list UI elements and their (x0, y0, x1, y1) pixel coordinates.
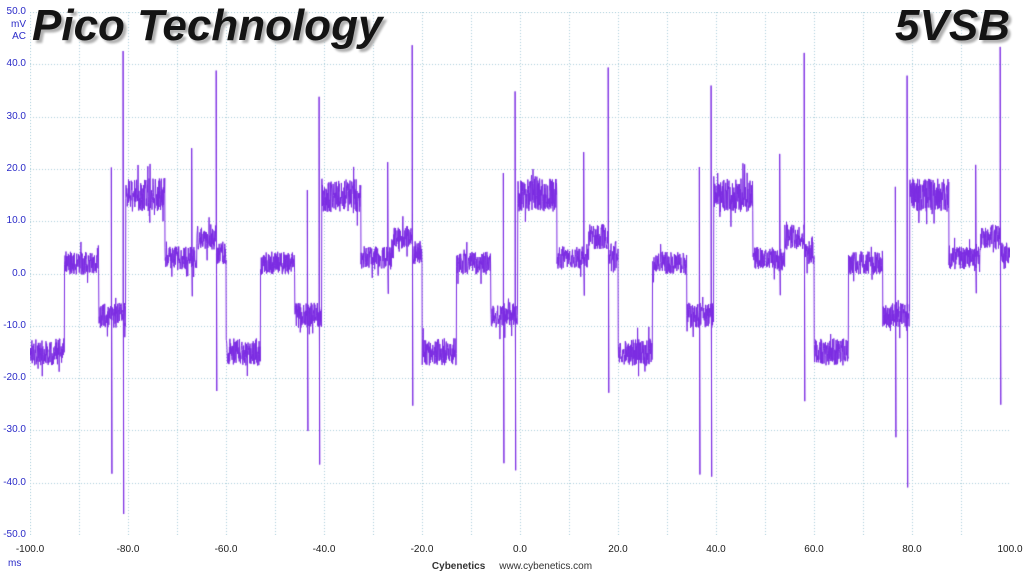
coupling-label: AC (12, 31, 26, 42)
footer-url: www.cybenetics.com (499, 561, 593, 572)
x-tick-label: -60.0 (214, 544, 238, 555)
y-tick-label: 50.0 (6, 6, 26, 17)
x-tick-label: 40.0 (706, 544, 726, 555)
x-tick-label: -20.0 (410, 544, 434, 555)
x-tick-label: 80.0 (902, 544, 922, 555)
vendor-title: Pico Technology (32, 1, 383, 50)
footer: Cybenetics www.cybenetics.com (0, 561, 1024, 572)
y-tick-label: -40.0 (3, 476, 26, 488)
y-tick-label: -50.0 (3, 529, 26, 540)
x-tick-label: 60.0 (804, 544, 824, 555)
y-tick-label: -20.0 (3, 372, 26, 384)
y-tick-label: 30.0 (6, 110, 26, 122)
x-axis-unit: ms (8, 558, 22, 569)
x-tick-label: 100.0 (997, 544, 1023, 555)
x-tick-label: -100.0 (15, 544, 45, 555)
scope-trace-canvas (30, 12, 1010, 535)
x-tick-label: -40.0 (312, 544, 336, 555)
y-tick-label: 20.0 (6, 162, 26, 174)
y-tick-label: 40.0 (6, 58, 26, 70)
x-tick-label: 20.0 (608, 544, 628, 555)
x-tick-label: 0.0 (513, 544, 527, 555)
footer-brand: Cybenetics (431, 561, 486, 572)
y-tick-label: -10.0 (3, 319, 26, 331)
x-tick-label: -80.0 (116, 544, 140, 555)
y-tick-label: 10.0 (6, 215, 26, 227)
rail-title: 5VSB (895, 1, 1010, 50)
y-tick-label: -30.0 (3, 424, 26, 436)
y-tick-label: 0.0 (12, 267, 26, 279)
y-axis-unit: mV (11, 19, 26, 30)
